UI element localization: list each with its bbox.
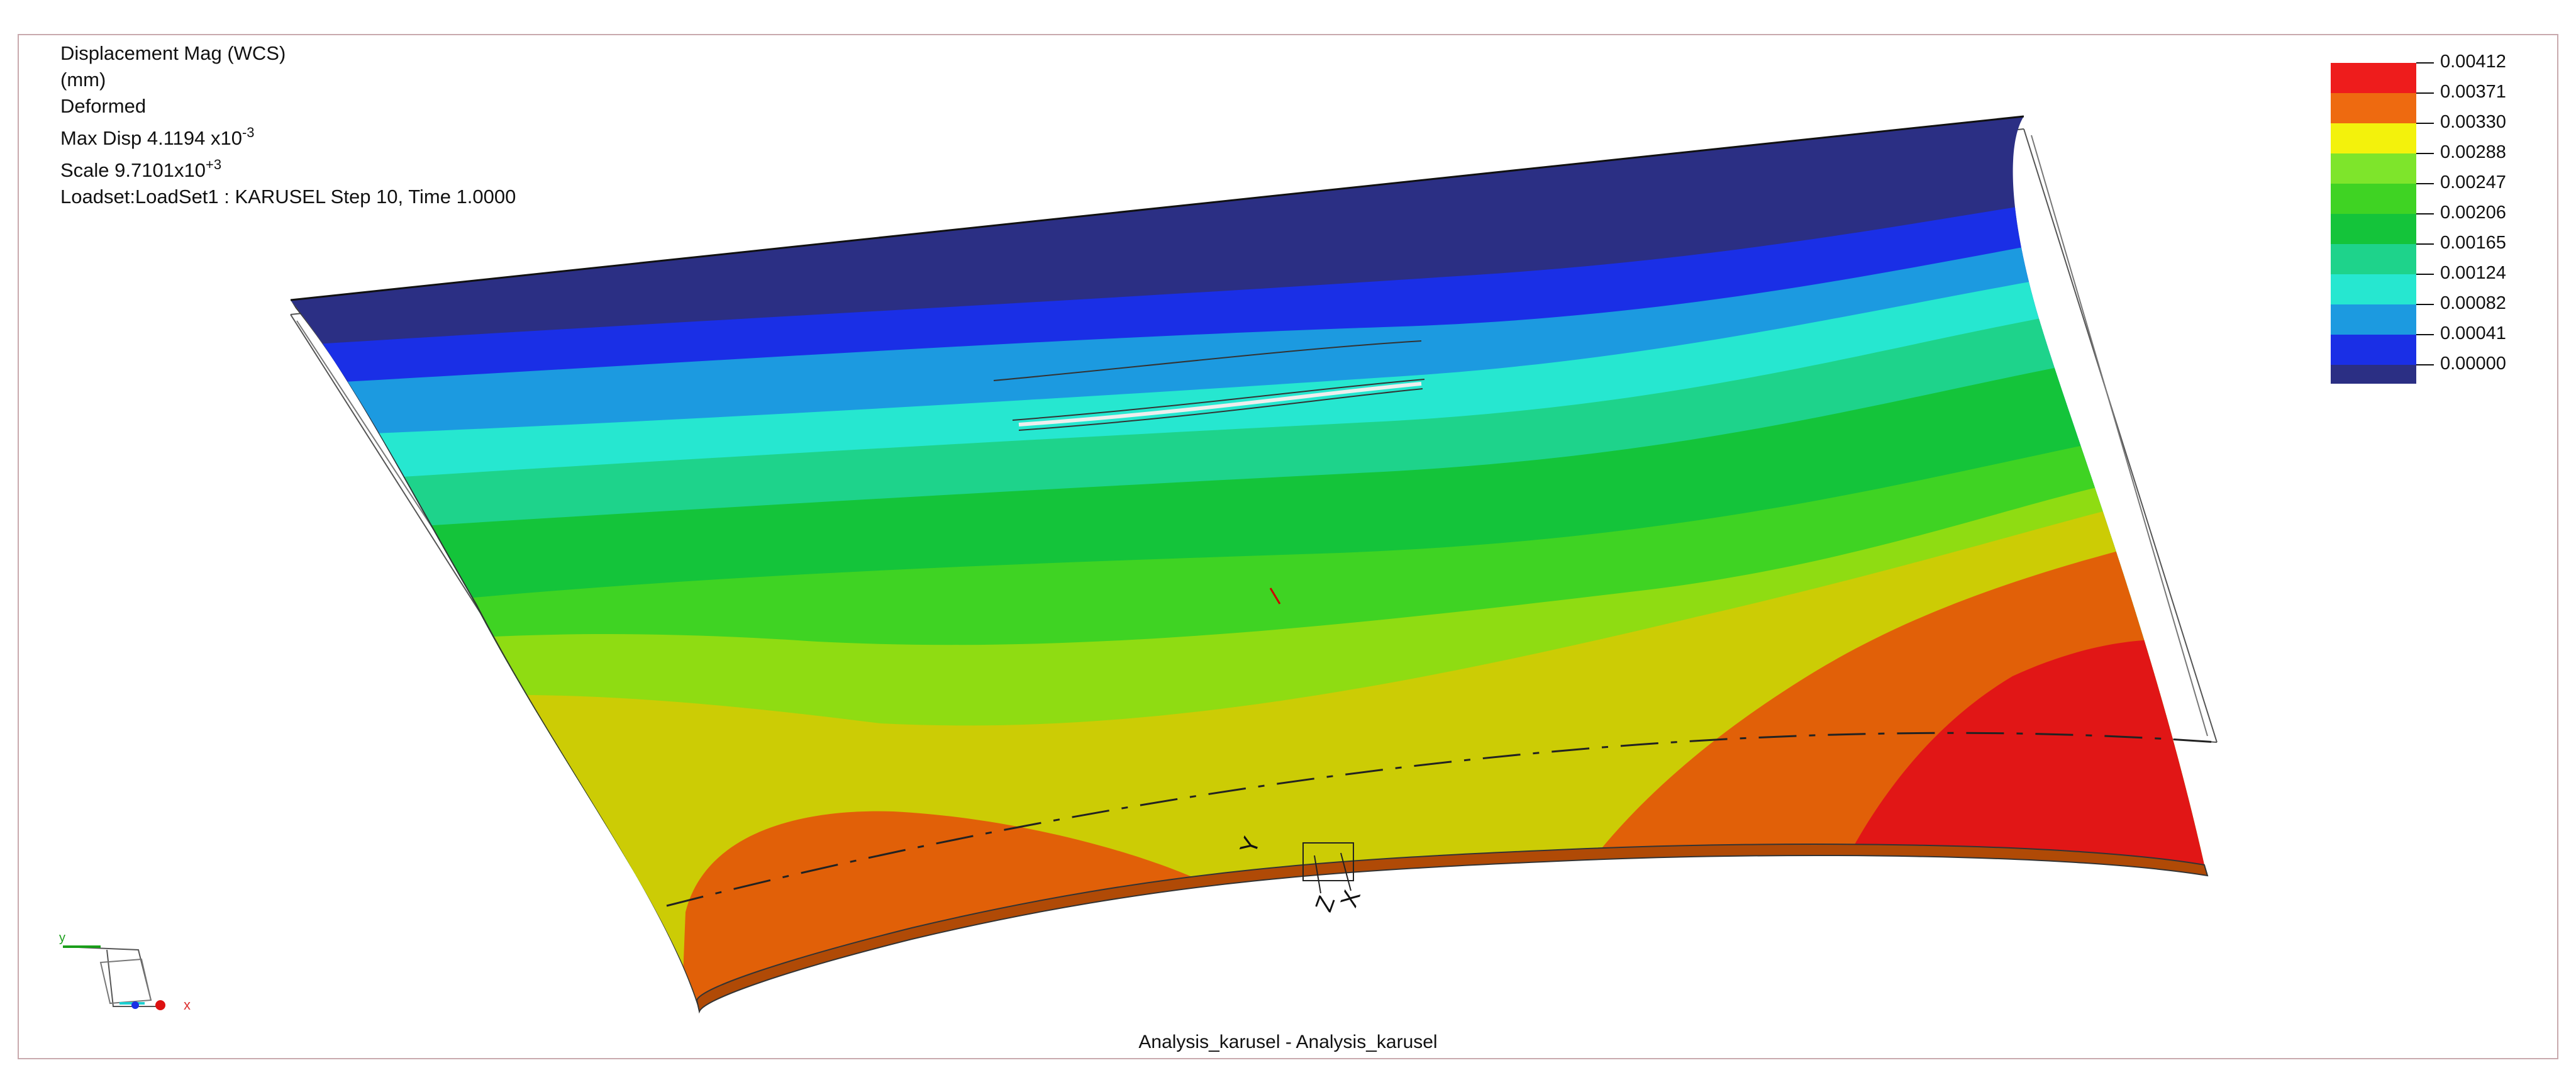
legend-swatch [2331, 214, 2416, 244]
legend-swatch [2331, 274, 2416, 304]
svg-text:y: y [59, 931, 65, 945]
legend-swatch [2331, 63, 2416, 93]
legend-tick [2416, 243, 2434, 245]
legend-label: 0.00288 [2440, 142, 2506, 162]
legend-tick [2416, 123, 2434, 124]
legend-label: 0.00082 [2440, 293, 2506, 313]
max-disp-base: x10 [210, 127, 242, 149]
result-mode: Deformed [60, 95, 147, 117]
legend-label: 0.00330 [2440, 112, 2506, 132]
slot-line [993, 340, 1422, 381]
legend-label: 0.00124 [2440, 263, 2506, 283]
analysis-title: Analysis_karusel - Analysis_karusel [1138, 1032, 1438, 1052]
legend-label: 0.00247 [2440, 172, 2506, 192]
view-orientation-triad[interactable]: x y [59, 931, 191, 1013]
plate-top-edge [290, 115, 2024, 301]
legend-label: 0.00000 [2440, 354, 2506, 374]
scale-exp: +3 [205, 157, 222, 172]
legend-tick [2416, 213, 2434, 214]
max-disp-line: Max Disp 4.1194 x10-3 [60, 120, 516, 152]
displacement-contour-plate [291, 116, 2204, 1000]
slot-feature [1018, 382, 1422, 426]
loadset-line: Loadset:LoadSet1 : KARUSEL Step 10, Time… [60, 186, 516, 208]
legend-tick [2416, 274, 2434, 275]
legend-swatch [2331, 335, 2416, 365]
scale-label: Scale [60, 159, 109, 181]
legend-swatch [2331, 244, 2416, 274]
result-name: Displacement Mag (WCS) [60, 42, 286, 64]
legend-tick [2416, 92, 2434, 94]
legend-label: 0.00041 [2440, 323, 2506, 343]
legend-swatch [2331, 184, 2416, 214]
max-disp-label: Max Disp [60, 127, 142, 149]
max-disp-value: 4.1194 [147, 127, 206, 149]
legend-tick [2416, 153, 2434, 154]
legend-swatch [2331, 304, 2416, 335]
legend-tick [2416, 183, 2434, 184]
slot-feature-outline [1012, 379, 1425, 431]
legend-tick [2416, 304, 2434, 305]
legend-swatch [2331, 93, 2416, 123]
triad-x-label: X [1336, 887, 1366, 911]
legend-tick [2416, 334, 2434, 335]
legend-label: 0.00165 [2440, 233, 2506, 253]
legend-swatch [2331, 123, 2416, 153]
legend-label: 0.00412 [2440, 52, 2506, 72]
legend-swatch [2331, 153, 2416, 184]
legend-tick [2416, 364, 2434, 365]
center-marker [1269, 588, 1281, 604]
plate-front-edge [696, 844, 2209, 1014]
legend-swatch [2331, 365, 2416, 384]
scale-base: x10 [174, 159, 206, 181]
scale-value: 9.7101 [114, 159, 174, 181]
legend-tick [2416, 62, 2434, 64]
legend-label: 0.00371 [2440, 82, 2506, 102]
result-info-block: Displacement Mag (WCS) (mm) Deformed Max… [60, 40, 516, 210]
svg-text:x: x [184, 997, 191, 1013]
viewport-border [18, 34, 2558, 1059]
result-units: (mm) [60, 69, 106, 91]
legend-label: 0.00206 [2440, 203, 2506, 223]
section-line [666, 732, 2218, 907]
triad-z-label: Z [1311, 893, 1340, 915]
max-disp-exp: -3 [242, 125, 255, 140]
scale-line: Scale 9.7101x10+3 [60, 152, 516, 184]
